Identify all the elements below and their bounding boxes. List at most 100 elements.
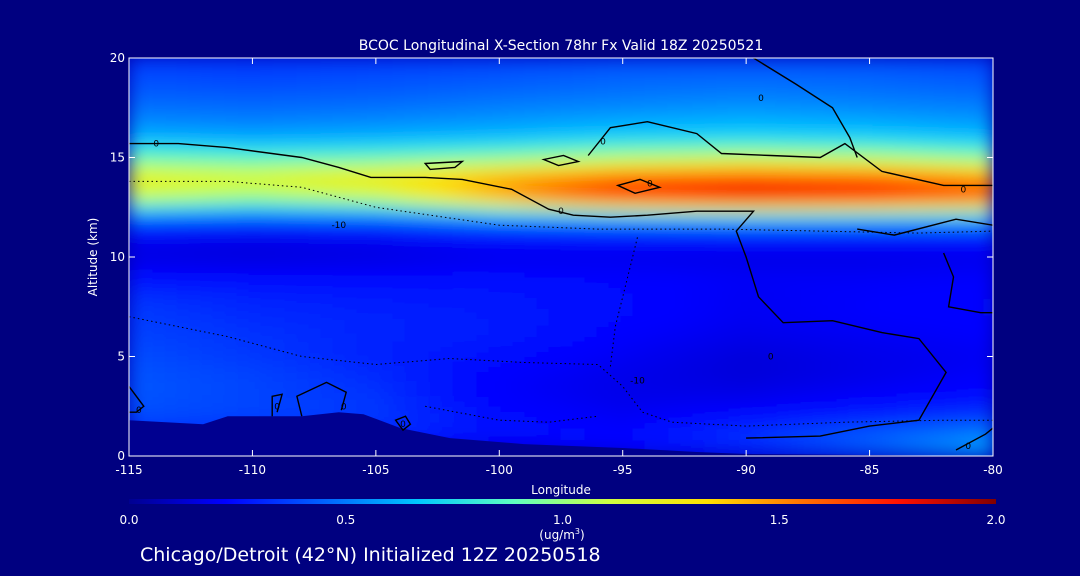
heat-cell [284,152,298,158]
heat-cell [548,186,562,193]
heat-cell [308,375,322,382]
heat-cell [476,351,490,357]
heat-cell [620,181,634,188]
heat-cell [164,161,178,168]
heat-cell [932,216,946,223]
heat-cell [452,271,466,278]
heat-cell [692,440,706,447]
heat-cell [596,157,610,163]
heat-cell [548,161,562,168]
heat-cell [644,231,658,238]
heat-cell [800,385,814,392]
heat-cell [728,251,742,258]
heat-cell [368,236,382,243]
heat-cell [956,236,970,243]
heat-cell [476,266,490,273]
heat-cell [464,341,478,348]
heat-cell [896,331,910,338]
heat-cell [800,176,814,183]
heat-cell [956,256,970,263]
heat-cell [548,291,562,298]
heat-cell [200,196,214,203]
heat-cell [716,221,730,228]
heat-cell [284,117,298,124]
heat-cell [428,127,442,134]
heat-cell [644,191,658,198]
heat-cell [836,236,850,243]
heat-cell [728,261,742,268]
heat-cell [776,226,790,233]
heat-cell [500,226,514,233]
heat-cell [848,122,862,129]
heat-cell [752,380,766,387]
heat-cell [404,326,418,333]
heat-cell [368,211,382,218]
heat-cell [512,171,526,178]
heat-cell [608,196,622,203]
heat-cell [644,435,658,442]
heat-cell [152,405,166,412]
heat-cell [644,291,658,298]
heat-cell [680,375,694,382]
heat-cell [944,271,958,278]
heat-cell [668,351,682,357]
heat-cell [440,375,454,382]
heat-cell [728,445,742,452]
heat-cell [692,286,706,293]
heat-cell [512,286,526,293]
heat-cell [416,405,430,412]
heat-cell [548,430,562,437]
heat-cell [320,231,334,238]
heat-cell [968,311,982,318]
heat-cell [716,246,730,253]
heat-cell [956,360,970,367]
heat-cell [656,360,670,367]
heat-cell [692,251,706,258]
heat-cell [836,415,850,422]
heat-cell [656,112,670,119]
heat-cell [668,365,682,372]
heat-cell [536,221,550,228]
heat-cell [800,122,814,129]
heat-cell [740,236,754,243]
heat-cell [824,420,838,427]
heat-cell [872,450,886,456]
heat-cell [956,231,970,238]
heat-cell [248,181,262,188]
heat-cell [296,301,310,308]
heat-cell [356,286,370,293]
heat-cell [680,171,694,178]
heat-cell [368,291,382,298]
heat-cell [584,311,598,318]
heat-cell [776,201,790,208]
heat-cell [908,186,922,193]
heat-cell [188,306,202,313]
heat-cell [752,196,766,203]
heat-cell [332,157,346,163]
heat-cell [248,216,262,223]
heat-cell [476,221,490,228]
heat-cell [224,142,238,149]
heat-cell [884,435,898,442]
heat-cell [692,385,706,392]
heat-cell [608,420,622,427]
heat-cell [152,326,166,333]
heat-cell [272,266,286,273]
heat-cell [692,137,706,144]
heat-cell [692,236,706,243]
heat-cell [776,410,790,417]
heat-cell [416,251,430,258]
heat-cell [212,176,226,183]
heat-cell [680,291,694,298]
heat-cell [344,137,358,144]
heat-cell [788,336,802,343]
heat-cell [680,271,694,278]
heat-cell [872,137,886,144]
heat-cell [944,425,958,432]
heat-cell [980,380,993,387]
heat-cell [740,356,754,362]
heat-cell [548,440,562,447]
heat-cell [956,291,970,298]
heat-cell [380,316,394,323]
heat-cell [440,385,454,392]
